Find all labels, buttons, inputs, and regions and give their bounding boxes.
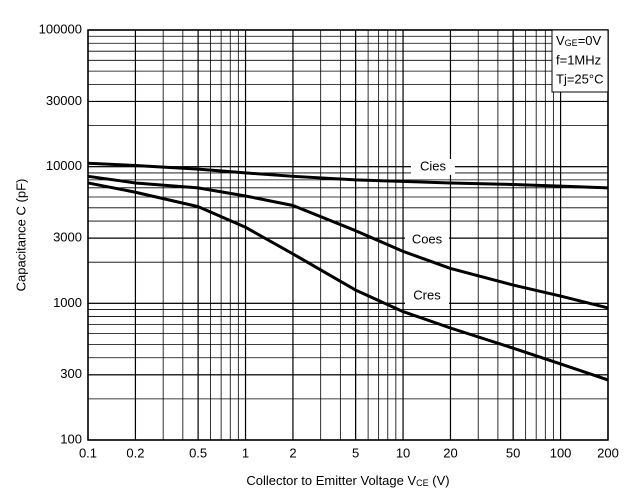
conditions-box: [551, 29, 609, 93]
condition-sub: GE: [565, 38, 578, 48]
y-tick-label: 1000: [53, 295, 82, 310]
x-tick-label: 100: [550, 445, 572, 460]
x-tick-label: 1: [242, 445, 249, 460]
y-tick-label: 100000: [39, 21, 82, 36]
condition-text: VGE=0V: [556, 33, 602, 48]
series-line: [87, 161, 609, 190]
condition-text: f=1MHz: [556, 52, 601, 67]
x-tick-label: 200: [597, 445, 619, 460]
y-tick-label: 30000: [46, 93, 82, 108]
plot-frame: [87, 29, 609, 441]
x-tick-label: 10: [396, 445, 410, 460]
condition-main: V: [556, 33, 565, 48]
x-axis-label-rest: (V): [429, 473, 450, 488]
series-label-background: [411, 159, 455, 175]
x-tick-label: 0.2: [126, 445, 144, 460]
x-tick-label: 20: [443, 445, 457, 460]
x-axis-label-sub: CE: [416, 478, 429, 488]
y-tick-label: 10000: [46, 158, 82, 173]
series-line: [87, 181, 609, 382]
y-tick-label: 3000: [53, 230, 82, 245]
series-label-background: [405, 288, 449, 304]
condition-rest: =0V: [578, 33, 602, 48]
x-axis-label: Collector to Emitter Voltage VCE (V): [246, 473, 449, 488]
series-label: Cres: [413, 287, 441, 302]
series-line: [87, 174, 609, 310]
x-tick-label: 0.5: [189, 445, 207, 460]
y-tick-label: 300: [60, 366, 82, 381]
x-tick-label: 50: [506, 445, 520, 460]
series-label-background: [405, 232, 449, 248]
x-tick-label: 5: [352, 445, 359, 460]
x-tick-label: 0.1: [79, 445, 97, 460]
y-tick-label: 100: [60, 431, 82, 446]
series-label: Coes: [412, 231, 443, 246]
x-axis-label-main: Collector to Emitter Voltage V: [246, 473, 416, 488]
x-tick-label: 2: [289, 445, 296, 460]
condition-text: Tj=25°C: [556, 71, 603, 86]
plot-background: [88, 30, 608, 440]
series-label: Cies: [420, 158, 447, 173]
y-axis-label: Capacitance C (pF): [13, 179, 28, 292]
